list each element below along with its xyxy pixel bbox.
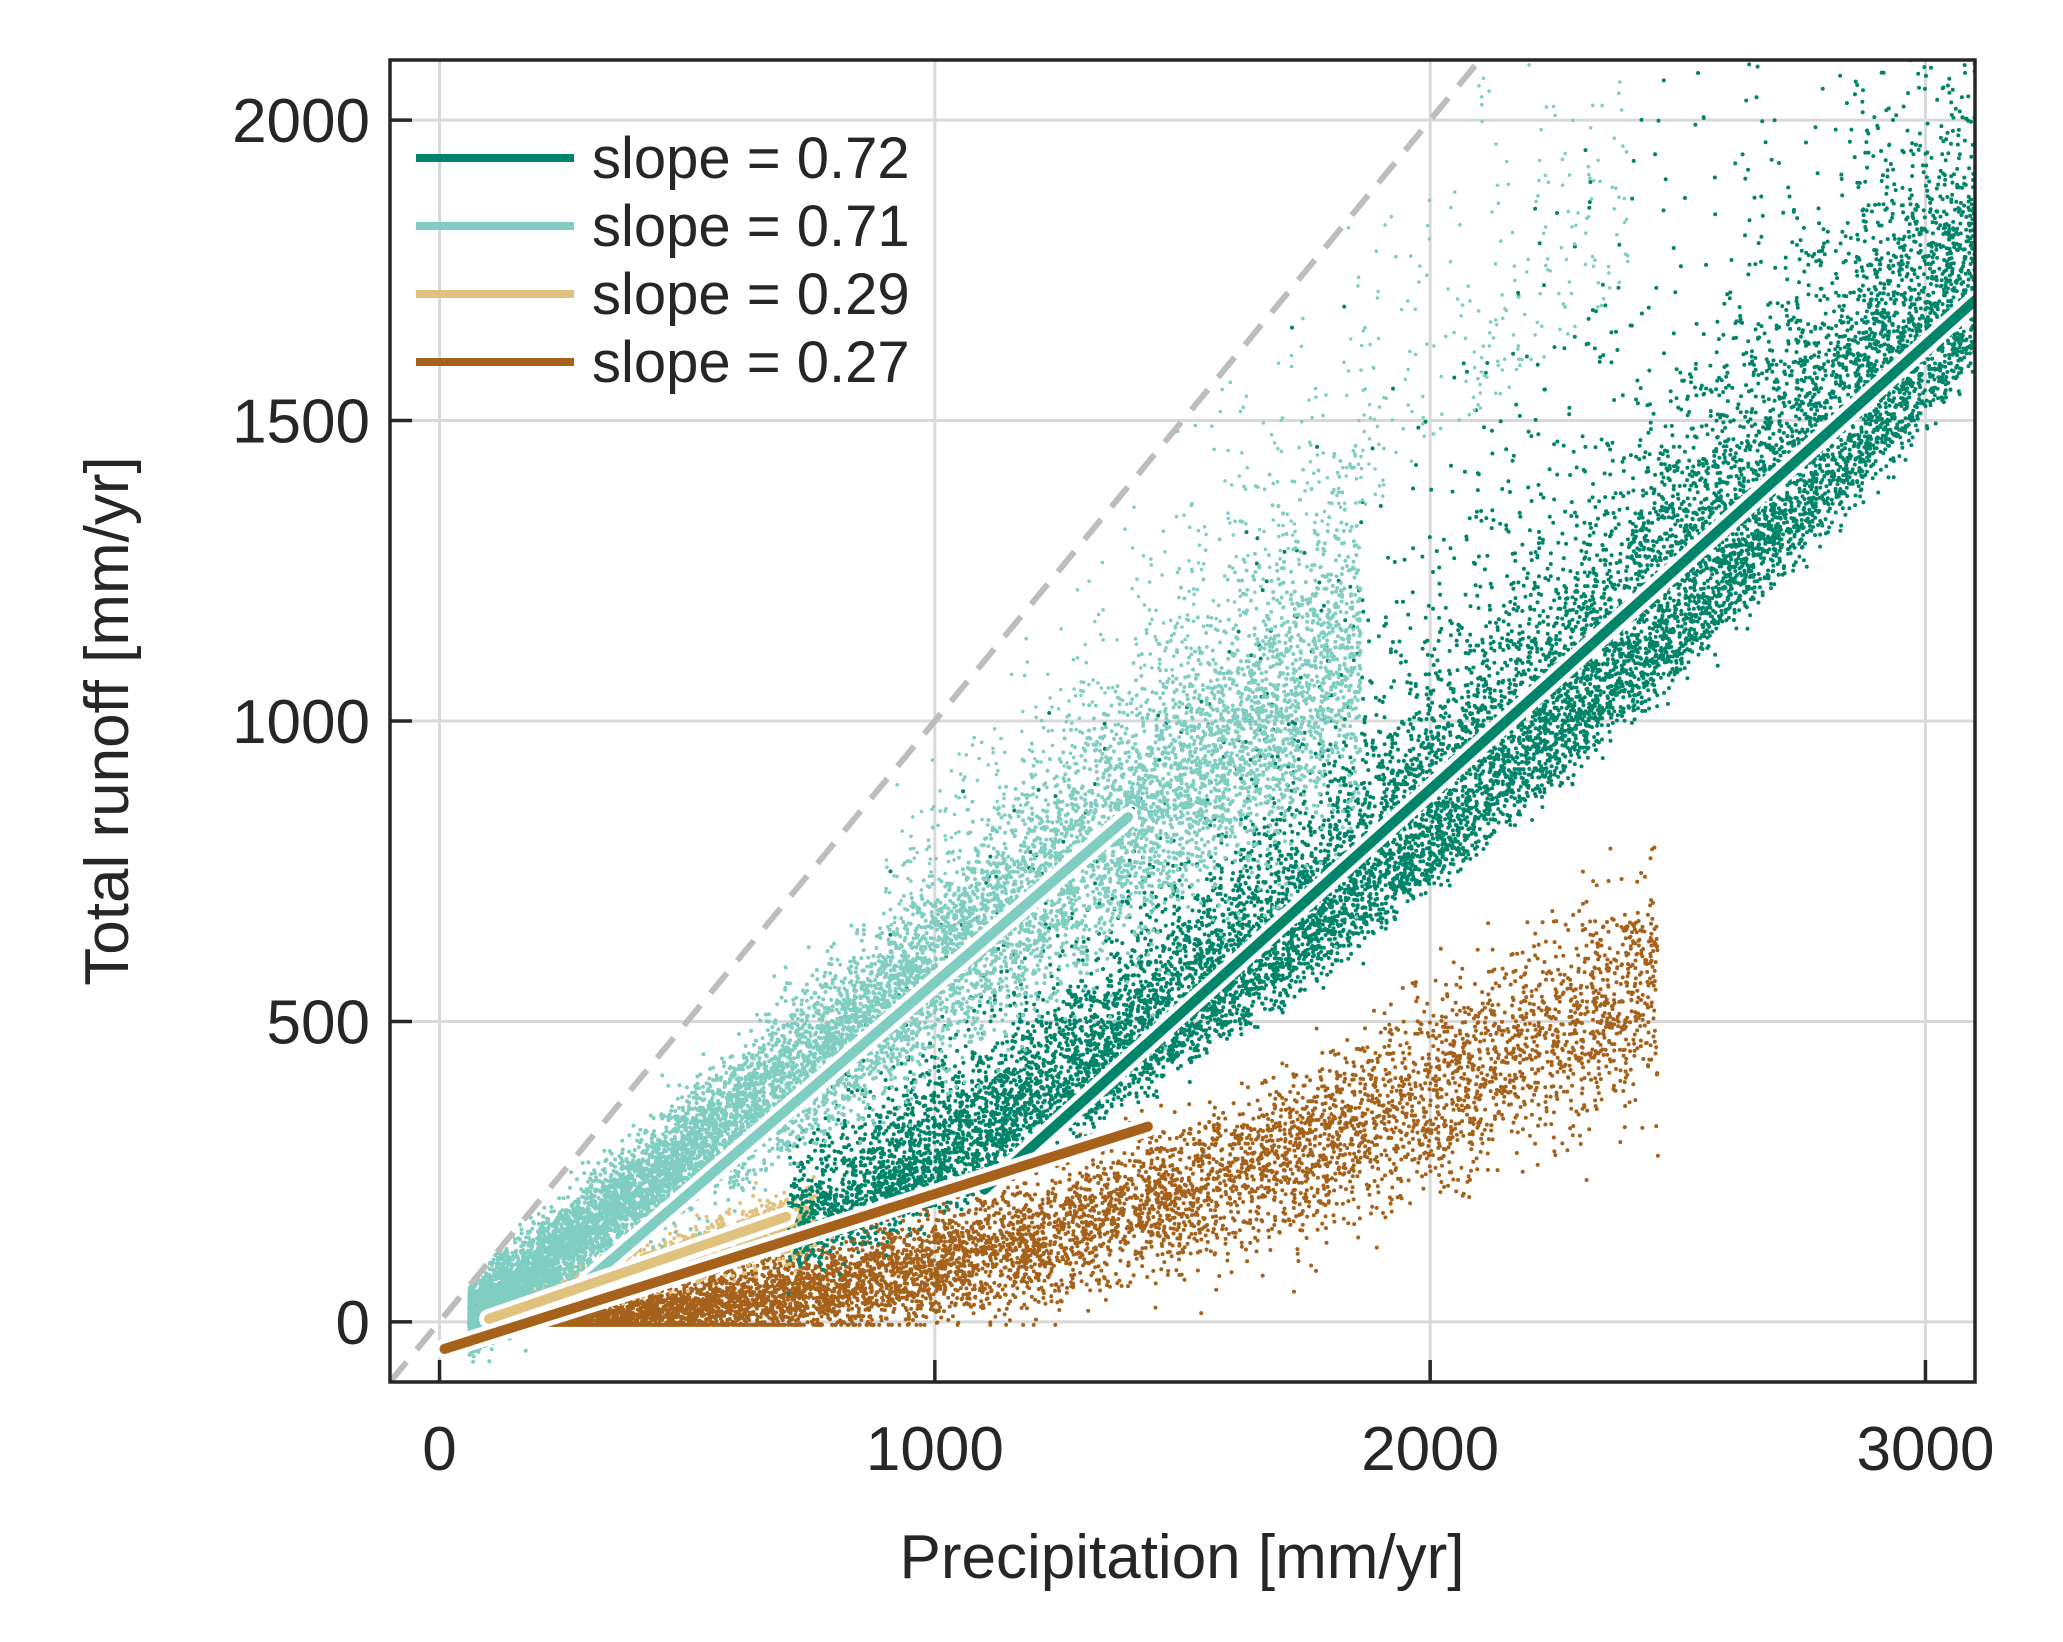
legend-label: slope = 0.71 [592, 194, 910, 259]
y-axis-label: Total runoff [mm/yr] [73, 456, 142, 985]
y-tick-label: 1500 [232, 388, 370, 457]
legend-label: slope = 0.72 [592, 126, 910, 191]
y-tick-label: 500 [267, 988, 370, 1057]
x-tick-label: 2000 [1361, 1415, 1499, 1484]
legend-label: slope = 0.29 [592, 262, 910, 327]
y-tick-label: 2000 [232, 87, 370, 156]
y-tick-label: 0 [336, 1289, 370, 1358]
y-tick-label: 1000 [232, 688, 370, 757]
x-tick-label: 3000 [1857, 1415, 1995, 1484]
x-tick-label: 1000 [866, 1415, 1004, 1484]
x-axis-label: Precipitation [mm/yr] [899, 1523, 1464, 1592]
x-tick-label: 0 [422, 1415, 456, 1484]
legend-label: slope = 0.27 [592, 330, 910, 395]
